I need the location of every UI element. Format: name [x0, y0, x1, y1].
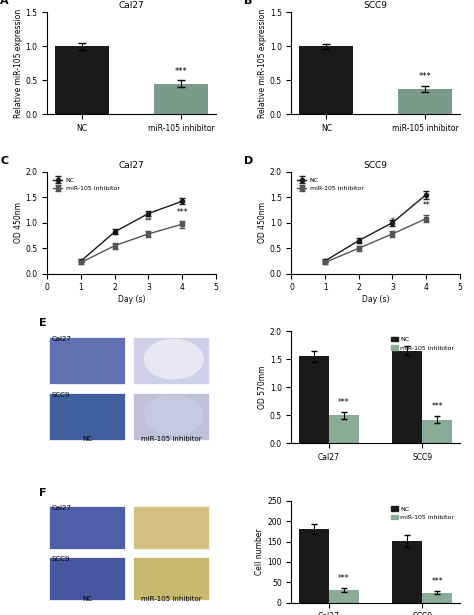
Circle shape	[144, 395, 203, 435]
Text: ***: ***	[431, 402, 443, 411]
Text: *: *	[113, 230, 117, 239]
Bar	[299, 530, 329, 603]
Legend: NC, miR-105 inhibitor: NC, miR-105 inhibitor	[51, 175, 122, 194]
Text: E: E	[39, 317, 46, 328]
Text: SCC9: SCC9	[52, 392, 70, 398]
Text: ***: ***	[431, 577, 443, 586]
Text: *: *	[391, 217, 394, 226]
Bar	[154, 84, 208, 114]
FancyBboxPatch shape	[133, 506, 209, 549]
Bar	[329, 590, 359, 603]
FancyBboxPatch shape	[49, 337, 125, 384]
Text: F: F	[39, 488, 46, 498]
Circle shape	[144, 339, 203, 379]
Y-axis label: Relative miR-105 expression: Relative miR-105 expression	[14, 9, 23, 118]
Title: Cal27: Cal27	[118, 1, 145, 10]
Bar	[299, 46, 354, 114]
Legend: NC, miR-105 inhibitor: NC, miR-105 inhibitor	[389, 504, 456, 523]
FancyBboxPatch shape	[133, 557, 209, 600]
Text: Cal27: Cal27	[52, 505, 72, 511]
Bar	[422, 592, 452, 603]
Bar	[392, 351, 422, 443]
FancyBboxPatch shape	[133, 337, 209, 384]
Text: ***: ***	[419, 72, 431, 81]
Legend: NC, miR-105 inhibitor: NC, miR-105 inhibitor	[389, 335, 456, 353]
Title: SCC9: SCC9	[364, 161, 388, 170]
Text: SCC9: SCC9	[52, 556, 70, 562]
Text: ***: ***	[174, 66, 187, 76]
FancyBboxPatch shape	[49, 393, 125, 440]
Text: Cal27: Cal27	[52, 336, 72, 341]
Text: ***: ***	[338, 398, 350, 407]
Title: Cal27: Cal27	[118, 161, 145, 170]
Text: ***: ***	[338, 574, 350, 583]
Bar	[329, 415, 359, 443]
Bar	[398, 89, 452, 114]
Y-axis label: Relative miR-105 expression: Relative miR-105 expression	[258, 9, 267, 118]
Text: miR-105 inhibitor: miR-105 inhibitor	[141, 436, 201, 442]
Text: NC: NC	[82, 596, 92, 601]
X-axis label: Day (s): Day (s)	[118, 295, 146, 304]
Legend: NC, miR-105 inhibitor: NC, miR-105 inhibitor	[294, 175, 366, 194]
Text: C: C	[0, 156, 9, 165]
X-axis label: Day (s): Day (s)	[362, 295, 389, 304]
Title: SCC9: SCC9	[364, 1, 388, 10]
Y-axis label: Cell number: Cell number	[255, 528, 264, 575]
Text: D: D	[244, 156, 254, 165]
Y-axis label: OD 570mm: OD 570mm	[258, 365, 267, 409]
FancyBboxPatch shape	[133, 393, 209, 440]
Text: ***: ***	[176, 208, 188, 216]
Bar	[422, 419, 452, 443]
FancyBboxPatch shape	[49, 506, 125, 549]
Bar	[392, 541, 422, 603]
Bar	[299, 356, 329, 443]
FancyBboxPatch shape	[49, 557, 125, 600]
Y-axis label: OD 450nm: OD 450nm	[258, 202, 267, 243]
Text: B: B	[244, 0, 253, 6]
Text: NC: NC	[82, 436, 92, 442]
Text: **: **	[145, 217, 152, 226]
Text: **: **	[422, 201, 430, 210]
Y-axis label: OD 450nm: OD 450nm	[14, 202, 23, 243]
Text: miR-105 inhibitor: miR-105 inhibitor	[141, 596, 201, 601]
Bar	[55, 46, 109, 114]
Text: A: A	[0, 0, 9, 6]
